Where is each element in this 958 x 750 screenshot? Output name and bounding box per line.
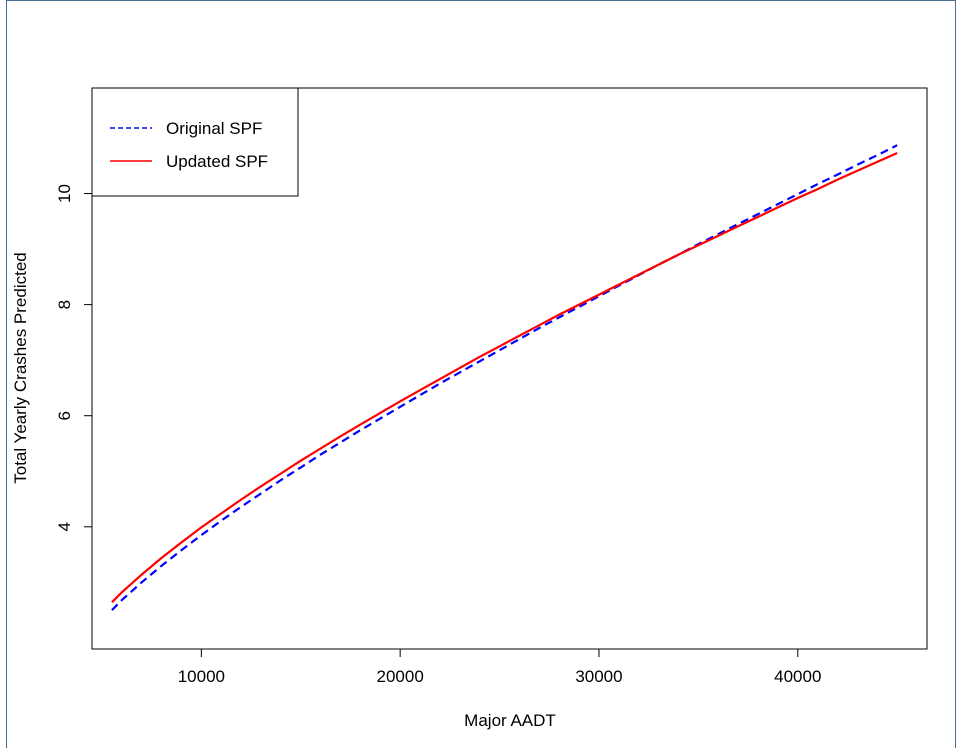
x-axis: 10000 20000 30000 40000 — [178, 648, 821, 686]
series-layer — [111, 144, 898, 611]
series-line-updated-spf — [111, 151, 898, 604]
legend-text-original-spf: Original SPF — [166, 119, 262, 138]
x-tick-label: 10000 — [178, 667, 225, 686]
x-tick-label: 30000 — [575, 667, 622, 686]
y-axis: 4 6 8 10 — [55, 184, 93, 532]
figure-frame — [6, 0, 956, 748]
x-tick-label: 40000 — [774, 667, 821, 686]
legend-text-updated-spf: Updated SPF — [166, 152, 268, 171]
y-axis-label: Total Yearly Crashes Predicted — [11, 252, 30, 484]
legend: Original SPF Updated SPF — [91, 87, 299, 197]
y-tick-label: 4 — [55, 522, 74, 531]
y-tick-label: 8 — [55, 300, 74, 309]
x-tick-label: 20000 — [377, 667, 424, 686]
y-tick-label: 10 — [55, 184, 74, 203]
x-axis-label: Major AADT — [464, 711, 556, 730]
legend-box — [91, 87, 299, 197]
series-line-original-spf — [111, 144, 898, 611]
y-tick-label: 6 — [55, 411, 74, 420]
